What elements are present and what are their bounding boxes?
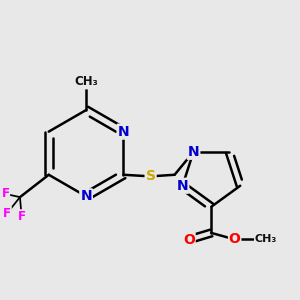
Text: O: O: [229, 232, 241, 246]
Text: S: S: [146, 169, 156, 183]
Text: F: F: [18, 210, 26, 223]
Text: N: N: [177, 179, 188, 193]
Text: N: N: [80, 189, 92, 203]
Text: CH₃: CH₃: [74, 75, 98, 88]
Text: N: N: [118, 124, 129, 139]
Text: N: N: [188, 145, 199, 159]
Text: CH₃: CH₃: [254, 234, 277, 244]
Text: O: O: [183, 233, 195, 247]
Text: F: F: [3, 207, 11, 220]
Text: F: F: [2, 188, 10, 200]
